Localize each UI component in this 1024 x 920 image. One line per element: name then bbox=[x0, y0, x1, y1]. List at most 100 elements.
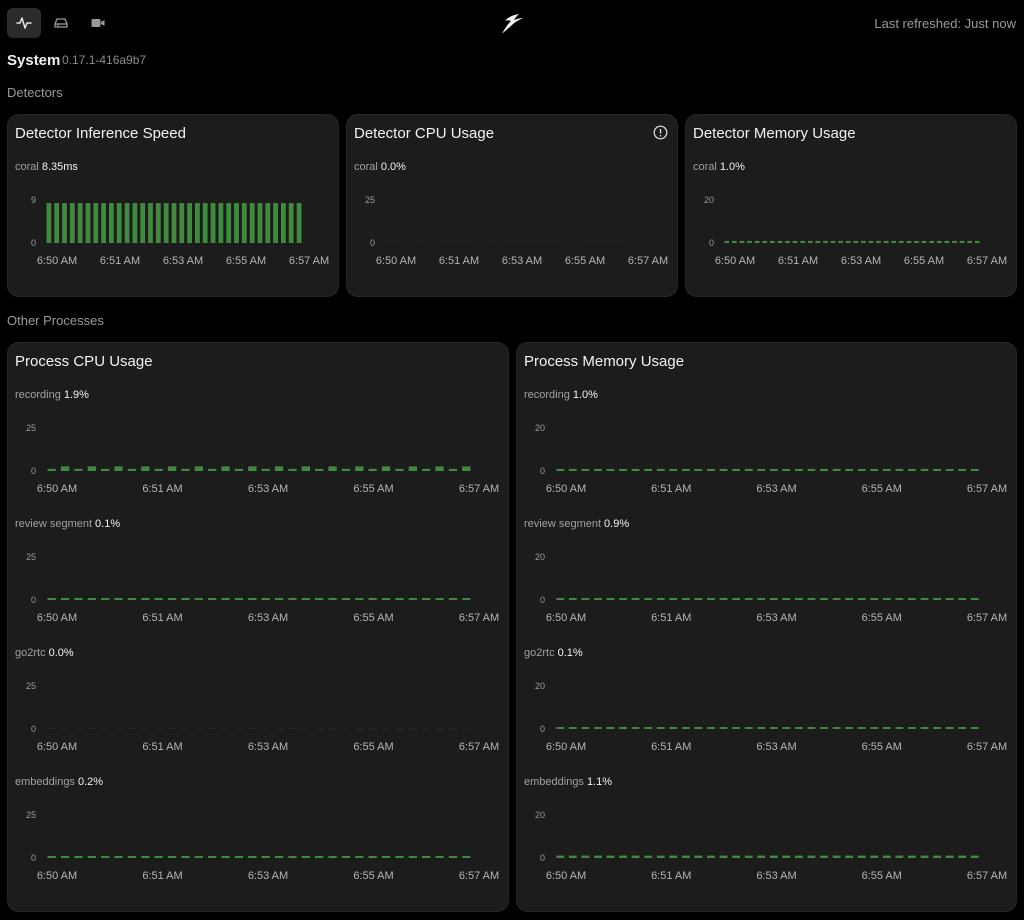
y-tick-label: 20 bbox=[535, 552, 545, 562]
nav-camera-metrics-button[interactable] bbox=[81, 8, 115, 38]
recording-memory-chart: 20 06:50 AM 6:51 AM 6:53 AM 6:55 AM 6:57 AM bbox=[535, 423, 1007, 495]
chart-bar bbox=[769, 727, 778, 729]
chart-bar bbox=[415, 242, 421, 243]
chart-bar bbox=[301, 598, 310, 600]
chart-bar bbox=[581, 855, 590, 858]
chart-bar bbox=[807, 240, 813, 243]
card-title: Detector Inference Speed bbox=[15, 125, 186, 142]
x-tick-label: 6:57 AM bbox=[289, 255, 329, 267]
x-tick-label: 6:57 AM bbox=[628, 255, 668, 267]
chart-bar bbox=[782, 468, 791, 471]
chart-bar bbox=[261, 468, 270, 471]
chart-bar bbox=[582, 242, 588, 243]
chart-bar bbox=[491, 242, 497, 243]
chart-bar bbox=[60, 466, 70, 471]
chart-bar bbox=[581, 598, 590, 600]
chart-bar bbox=[895, 855, 904, 858]
chart-bar bbox=[385, 242, 391, 243]
chart-bar bbox=[694, 727, 703, 729]
top-bar: Last refreshed: Just now bbox=[0, 0, 1024, 48]
chart-bar bbox=[194, 728, 203, 729]
chart-bar bbox=[707, 727, 715, 729]
page-title: System bbox=[7, 52, 61, 69]
chart-bar bbox=[208, 598, 217, 600]
chart-bar bbox=[644, 727, 653, 729]
chart-bar bbox=[179, 203, 185, 243]
chart-bar bbox=[154, 468, 163, 471]
chart-bar bbox=[355, 466, 364, 471]
x-tick-label: 6:51 AM bbox=[651, 741, 691, 753]
chart-bar bbox=[448, 728, 458, 729]
chart-bar bbox=[970, 855, 979, 858]
x-tick-label: 6:53 AM bbox=[248, 612, 288, 624]
chart-bar bbox=[141, 856, 150, 858]
chart-bar bbox=[101, 856, 110, 858]
chart-bar bbox=[682, 468, 690, 471]
chart-bar bbox=[435, 728, 444, 729]
chart-bar bbox=[288, 598, 297, 600]
chart-bar bbox=[744, 598, 753, 600]
chart-bar bbox=[328, 856, 337, 858]
chart-bar bbox=[288, 468, 297, 471]
x-tick-label: 6:57 AM bbox=[967, 255, 1007, 267]
chart-bar bbox=[132, 203, 138, 243]
chart-bar bbox=[845, 855, 853, 858]
x-tick-label: 6:55 AM bbox=[862, 612, 902, 624]
y-tick-label: 25 bbox=[365, 195, 375, 205]
chart-bar bbox=[920, 468, 929, 471]
detectors-section-label: Detectors bbox=[7, 85, 63, 100]
chart-bar bbox=[506, 242, 512, 243]
chart-bar bbox=[522, 242, 527, 243]
chart-bar bbox=[114, 728, 123, 729]
chart-bar bbox=[694, 468, 703, 471]
chart-bar bbox=[970, 598, 979, 600]
chart-bar bbox=[556, 468, 565, 471]
chart-bar bbox=[296, 203, 302, 243]
chart-bar bbox=[484, 242, 489, 243]
chart-bar bbox=[853, 240, 859, 243]
x-tick-label: 6:50 AM bbox=[37, 612, 77, 624]
chart-bar bbox=[368, 468, 377, 471]
x-tick-label: 6:51 AM bbox=[651, 612, 691, 624]
chart-bar bbox=[757, 598, 766, 600]
go2rtc-memory-chart: 20 06:50 AM 6:51 AM 6:53 AM 6:55 AM 6:57 AM bbox=[535, 681, 1007, 753]
chart-bar bbox=[870, 855, 879, 858]
chart-bar bbox=[807, 468, 816, 471]
chart-bar bbox=[770, 240, 775, 243]
detector-cpu-chart: 25 06:50 AM 6:51 AM 6:53 AM 6:55 AM 6:57 AM bbox=[365, 195, 668, 267]
chart-bar bbox=[62, 203, 67, 243]
chart-bar bbox=[241, 203, 247, 243]
chart-bar bbox=[341, 856, 351, 858]
chart-bar bbox=[895, 727, 904, 729]
x-tick-label: 6:51 AM bbox=[100, 255, 140, 267]
chart-bar bbox=[315, 856, 324, 858]
nav-storage-metrics-button[interactable] bbox=[44, 8, 78, 38]
chart-bar bbox=[167, 598, 177, 600]
chart-bar bbox=[218, 203, 224, 243]
chart-bar bbox=[921, 240, 927, 243]
chart-bar bbox=[838, 240, 843, 243]
chart-bar bbox=[744, 727, 753, 729]
chart-bar bbox=[281, 203, 286, 243]
chart-bar bbox=[870, 468, 879, 471]
chart-bar bbox=[807, 598, 816, 600]
info-icon[interactable] bbox=[653, 125, 668, 140]
chart-bar bbox=[719, 598, 728, 600]
chart-bar bbox=[301, 466, 310, 471]
x-tick-label: 6:55 AM bbox=[862, 483, 902, 495]
chart-bar bbox=[355, 856, 364, 858]
chart-bar bbox=[769, 468, 778, 471]
chart-bar bbox=[328, 466, 337, 471]
chart-bar bbox=[613, 242, 618, 243]
chart-bar bbox=[832, 855, 841, 858]
y-tick-label: 0 bbox=[31, 853, 36, 863]
chart-bar bbox=[423, 242, 429, 243]
chart-bar bbox=[154, 728, 163, 729]
nav-general-metrics-button[interactable] bbox=[7, 8, 41, 38]
chart-bar bbox=[594, 727, 602, 729]
chart-bar bbox=[154, 598, 163, 600]
chart-bar bbox=[958, 468, 967, 471]
chart-bar bbox=[248, 466, 257, 471]
chart-bar bbox=[328, 728, 337, 729]
chart-bar bbox=[895, 598, 904, 600]
